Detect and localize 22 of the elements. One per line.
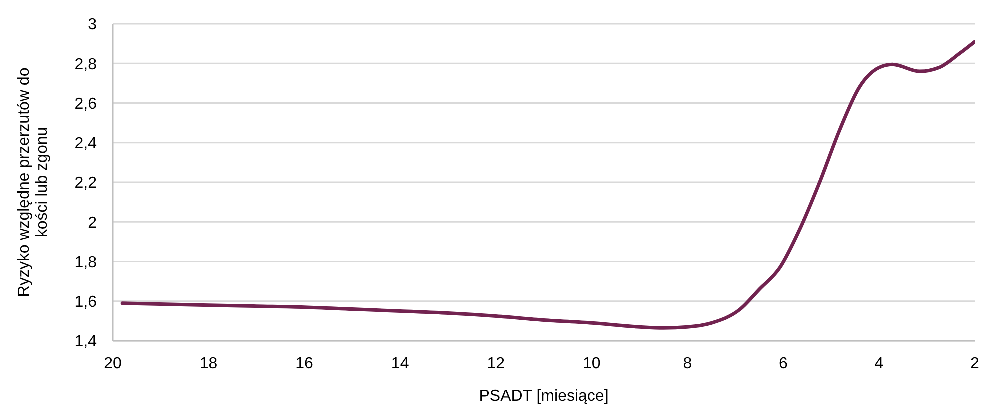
y-tick-label: 1,6 [74,294,98,312]
x-tick-label: 16 [296,355,314,372]
y-tick-label: 3 [88,16,98,34]
x-tick-label: 20 [104,355,122,372]
y-tick-label: 1,8 [74,254,98,272]
y-tick-label: 1,4 [74,334,98,351]
y-tick-label: 2,8 [74,56,98,74]
y-tick-label: 2,6 [74,96,98,113]
x-tick-label: 18 [200,355,218,372]
y-axis-title: Ryzyko względne przerzutów do kości lub zgonu [16,68,51,298]
x-tick-label: 2 [970,355,980,372]
y-tick-label: 2 [88,214,98,232]
x-tick-label: 14 [391,355,410,372]
x-tick-label: 6 [778,355,788,372]
x-tick-label: 4 [874,355,884,372]
y-tick-label: 2,4 [74,136,98,153]
x-tick-label: 10 [582,355,601,372]
line-series [120,40,975,330]
x-tick-label: 8 [683,355,692,372]
x-tick-label: 12 [487,355,506,372]
y-tick-label: 2,2 [74,175,98,192]
x-axis-title: PSADT [miesiące] [479,388,609,405]
